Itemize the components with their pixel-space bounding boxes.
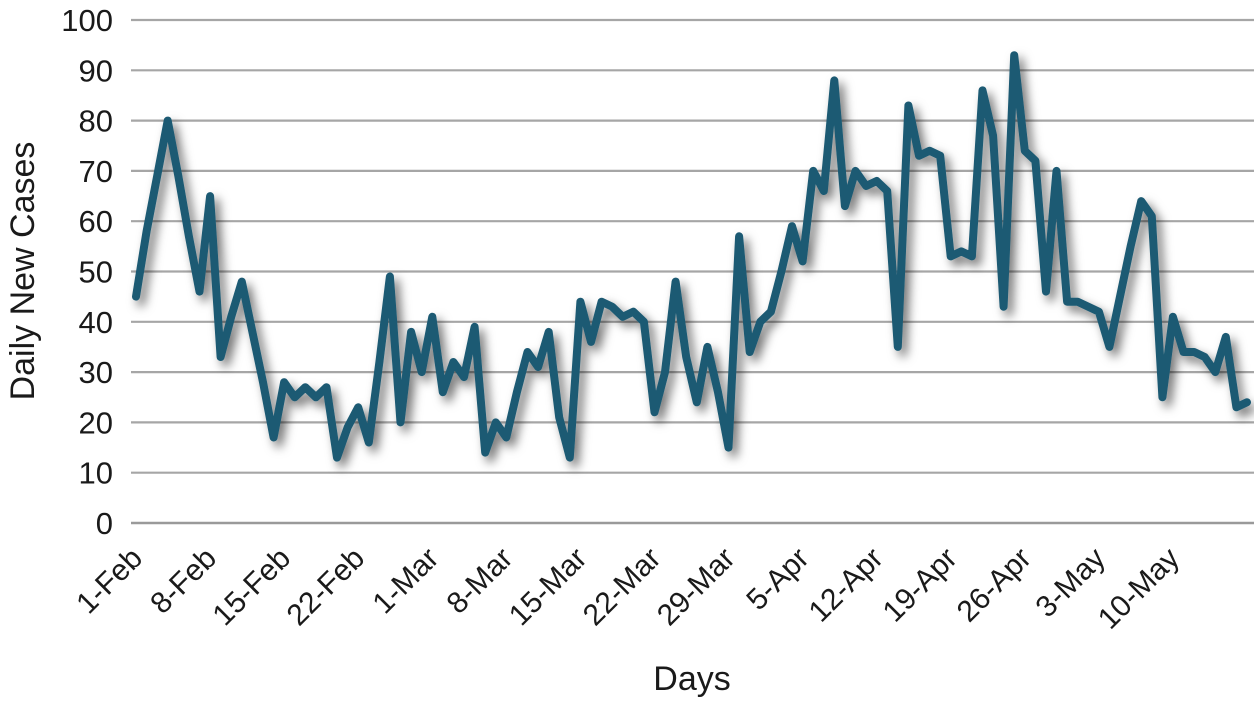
x-tick-label: 22-Feb [281,542,372,633]
x-tick-label: 10-May [1092,542,1186,636]
x-tick-label: 1-Mar [366,542,445,621]
y-tick-label: 80 [79,104,113,139]
x-tick-label: 22-Mar [577,542,668,633]
y-tick-label: 50 [79,255,113,290]
y-tick-label: 90 [79,53,113,88]
x-axis-title: Days [653,660,730,698]
y-tick-label: 0 [96,506,113,541]
x-tick-label: 15-Mar [503,542,594,633]
x-tick-label: 15-Feb [207,542,298,633]
y-tick-label: 40 [79,305,113,340]
y-tick-label: 70 [79,154,113,189]
data-series-line [132,51,1251,462]
y-axis-title: Daily New Cases [4,142,42,401]
x-axis-tick-labels: 1-Feb8-Feb15-Feb22-Feb1-Mar8-Mar15-Mar22… [70,542,1186,636]
x-tick-label: 29-Mar [651,542,742,633]
y-tick-label: 10 [79,456,113,491]
x-tick-label: 12-Apr [803,542,890,629]
y-tick-label: 100 [61,3,113,38]
y-axis-tick-labels: 0 10 20 30 40 50 60 70 80 90 100 [61,3,113,541]
x-tick-label: 1-Feb [70,542,149,621]
x-tick-label: 19-Apr [877,542,964,629]
x-tick-label: 26-Apr [951,542,1038,629]
gridlines [131,18,1254,525]
y-tick-label: 60 [79,204,113,239]
y-tick-label: 30 [79,355,113,390]
y-tick-label: 20 [79,405,113,440]
